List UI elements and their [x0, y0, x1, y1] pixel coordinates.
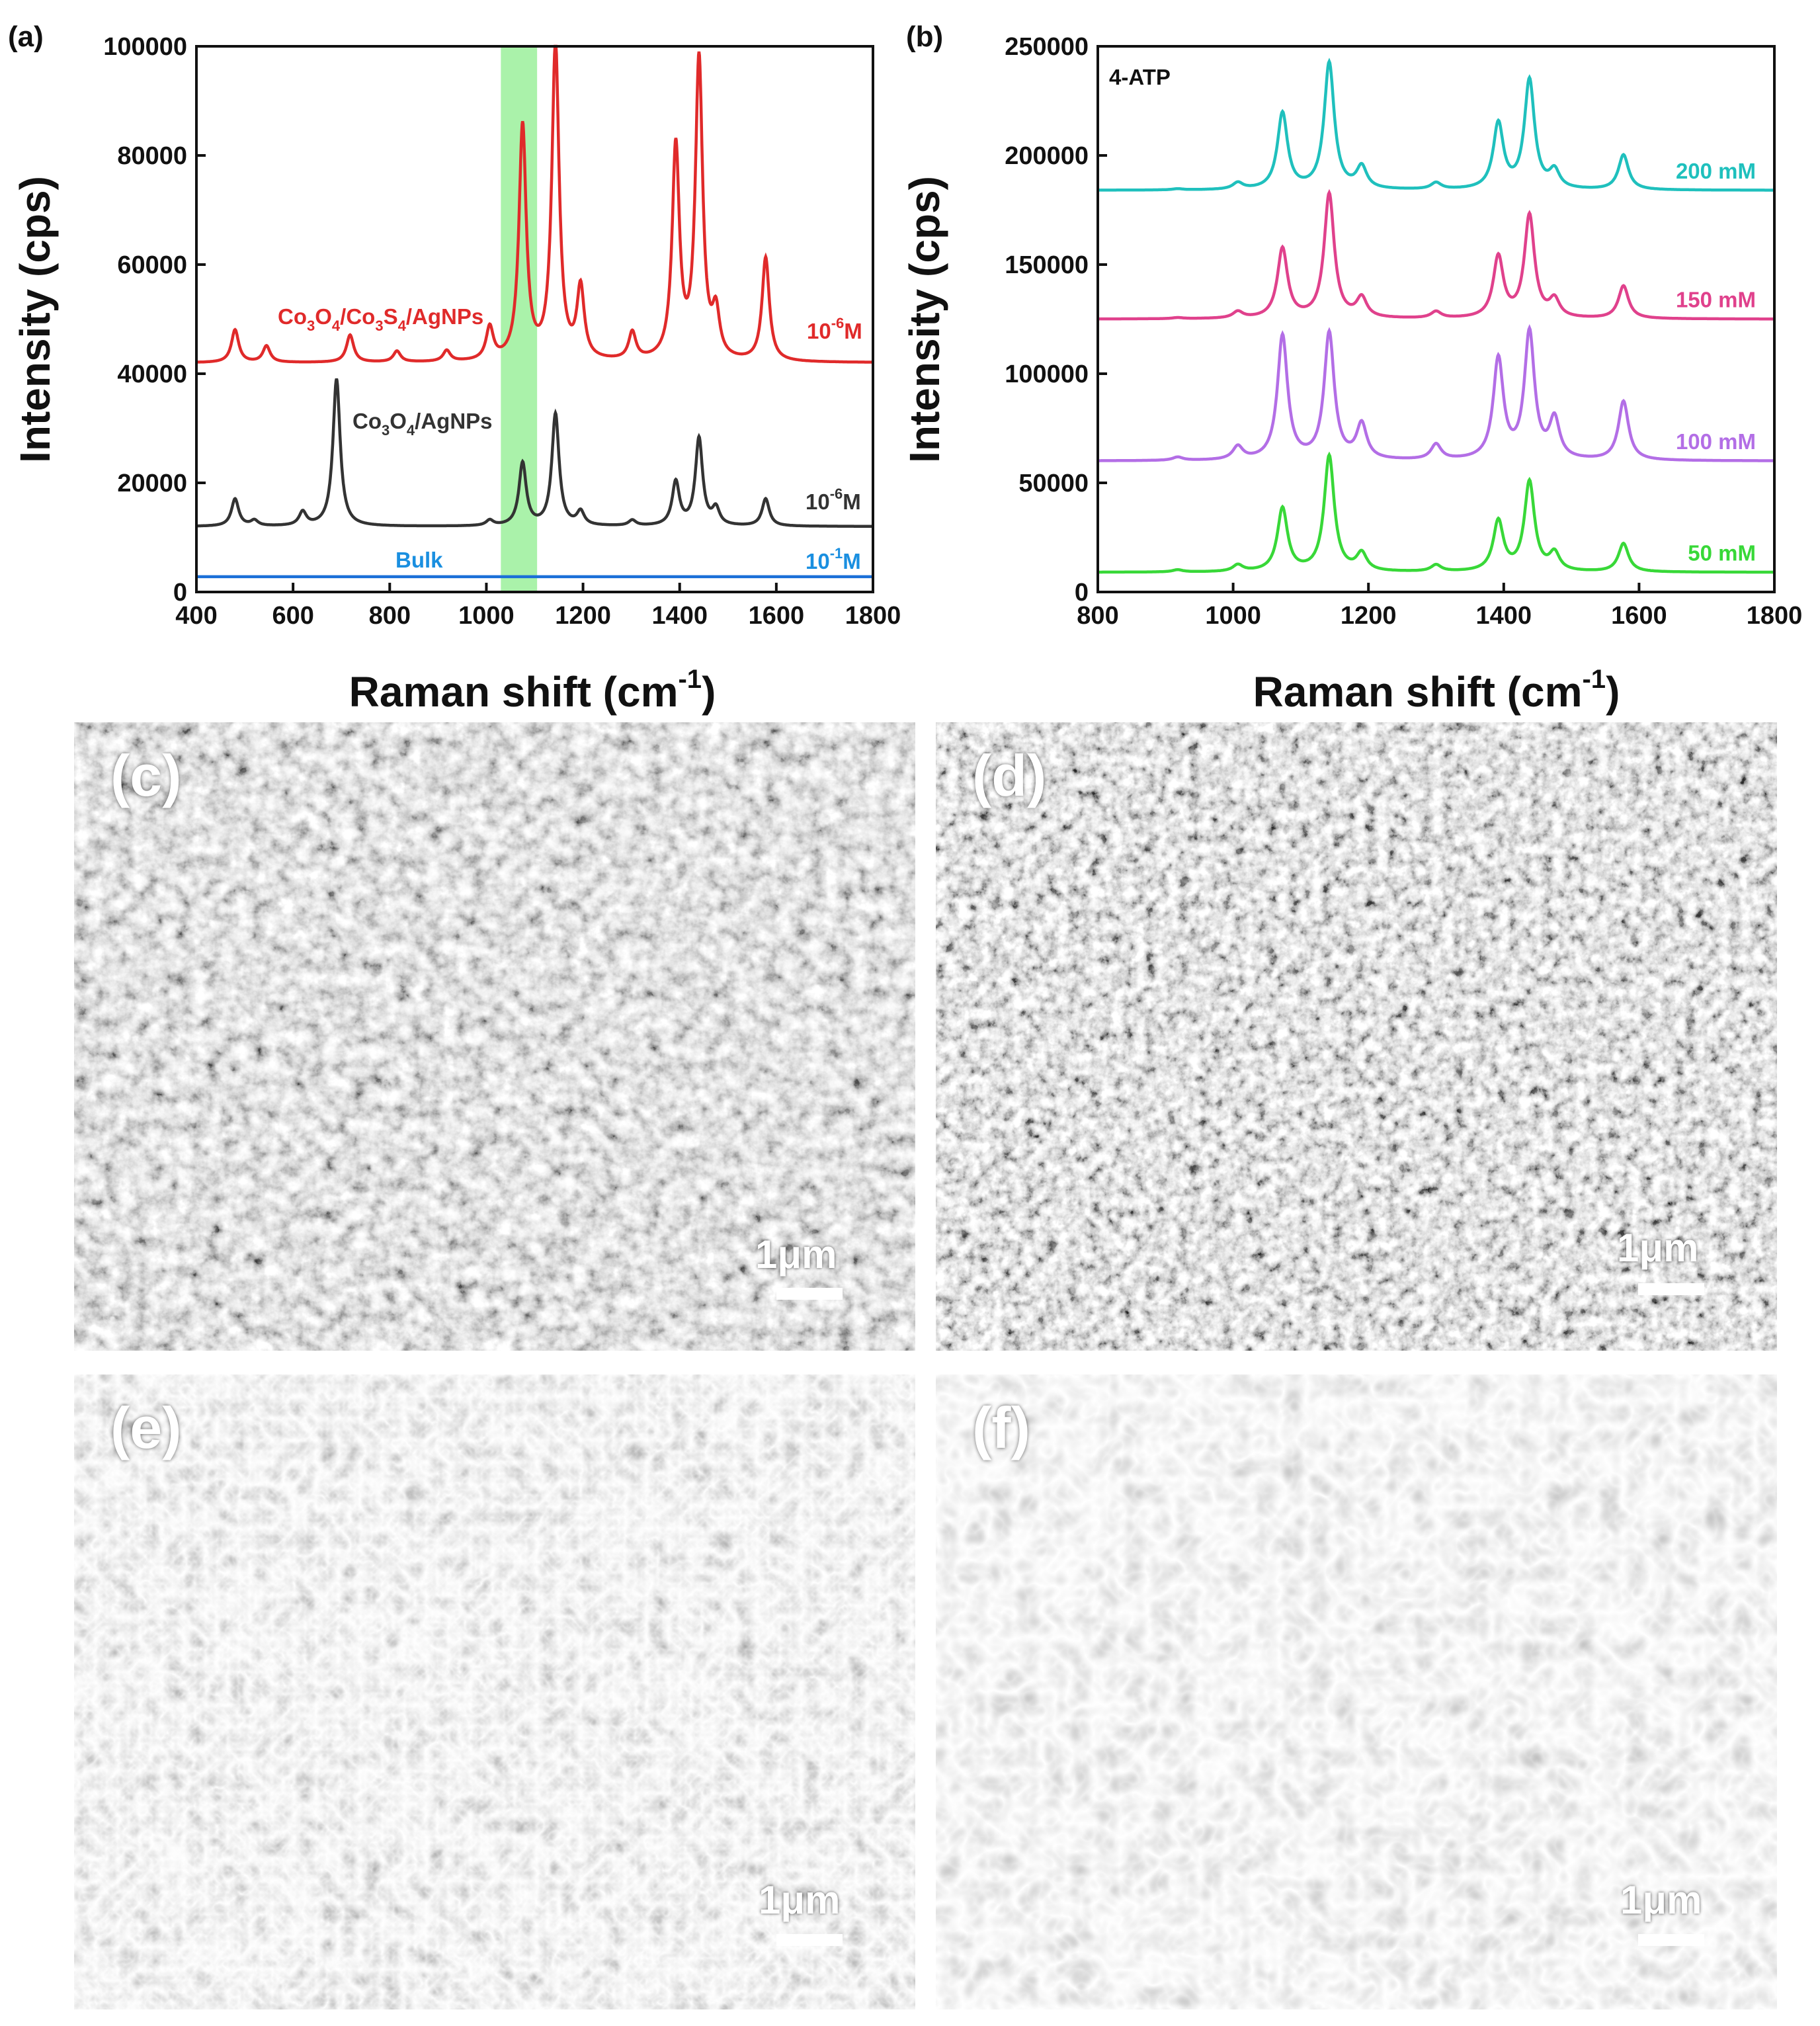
y-tick-label: 100000: [103, 33, 187, 61]
x-tick-label: 1400: [651, 602, 708, 630]
conc-label-black: 10-6M: [806, 485, 861, 514]
sem-texture-d: [936, 722, 1777, 1351]
panel-a-xticks: 400 600 800 1000 1200 1400 1600 1800: [175, 583, 901, 630]
panel-b-label: (b): [906, 21, 943, 53]
panel-a: (a) 400 600 800 1000 1200 1400 1600 1800 0 20000…: [8, 21, 901, 716]
label-bulk: Bulk: [395, 548, 443, 572]
x-tick-label: 1600: [1611, 602, 1667, 630]
y-tick-label: 150000: [1005, 251, 1089, 279]
conc-label-blue: 10-1M: [806, 545, 861, 573]
sem-texture-f: [936, 1374, 1777, 2009]
series-label-100-mm: 100 mM: [1676, 429, 1756, 454]
sem-panel-label-f: (f): [972, 1395, 1030, 1460]
sem-image-f: (f) 1μm: [936, 1374, 1777, 2009]
x-tick-label: 1200: [555, 602, 611, 630]
y-tick-label: 80000: [117, 142, 187, 170]
y-tick-label: 40000: [117, 360, 187, 388]
series-line-co3o4-co3s4-agnps: [196, 44, 874, 364]
scale-bar-c: [776, 1288, 843, 1300]
series-line-200-mm: [1098, 58, 1774, 192]
x-tick-label: 1200: [1341, 602, 1397, 630]
highlight-band: [501, 46, 538, 592]
x-tick-label: 400: [175, 602, 217, 630]
scale-bar-e: [776, 1934, 843, 1946]
sem-panel-label-e: (e): [110, 1395, 182, 1460]
scale-bar-d: [1638, 1283, 1704, 1295]
y-tick-label: 100000: [1005, 360, 1089, 388]
series-line-50-mm: [1098, 451, 1774, 574]
x-tick-label: 1600: [749, 602, 805, 630]
series-line-150-mm: [1098, 189, 1774, 321]
label-co3o4-co3s4-agnps: Co3O4/Co3S4/AgNPs: [278, 304, 483, 334]
panel-a-ylabel: Intensity (cps): [11, 176, 59, 463]
x-tick-label: 1800: [845, 602, 901, 630]
x-tick-label: 600: [272, 602, 313, 630]
y-tick-label: 20000: [117, 470, 187, 497]
conc-label-red: 10-6M: [807, 315, 862, 343]
spectra-figure: (a) 400 600 800 1000 1200 1400 1600 1800 0 20000…: [8, 21, 1802, 716]
label-co3o4-agnps: Co3O4/AgNPs: [352, 409, 493, 439]
y-tick-label: 50000: [1018, 470, 1089, 497]
x-tick-label: 1000: [458, 602, 515, 630]
scale-label-f: 1μm: [1620, 1878, 1702, 1922]
sem-image-d: (d) 1μm: [936, 722, 1777, 1351]
y-tick-label: 250000: [1005, 33, 1089, 61]
panel-b: (b) 800 1000 1200 1400 1600 1800 0 50000 100000…: [901, 21, 1802, 716]
x-tick-label: 800: [369, 602, 411, 630]
panel-b-xlabel: Raman shift (cm-1): [1253, 665, 1620, 716]
x-tick-label: 1800: [1747, 602, 1803, 630]
panel-b-series: [1098, 58, 1774, 574]
panel-a-xlabel: Raman shift (cm-1): [349, 665, 716, 716]
scale-label-d: 1μm: [1617, 1226, 1699, 1270]
series-label-150-mm: 150 mM: [1676, 288, 1756, 312]
x-tick-label: 800: [1077, 602, 1118, 630]
panel-a-label: (a): [8, 21, 44, 53]
panel-b-yticks: 0 50000 100000 150000 200000 250000: [1005, 33, 1107, 607]
panel-a-series: [196, 44, 874, 579]
sem-texture-c: [74, 722, 915, 1351]
scale-bar-f: [1638, 1934, 1704, 1946]
sem-panel-label-c: (c): [110, 743, 182, 808]
x-tick-label: 1400: [1476, 602, 1532, 630]
y-tick-label: 0: [173, 579, 187, 607]
series-line-co3o4-agnps: [196, 378, 873, 528]
panel-b-ylabel: Intensity (cps): [901, 176, 948, 463]
panel-a-yticks: 0 20000 40000 60000 80000 100000: [103, 33, 206, 607]
series-line-100-mm: [1098, 324, 1774, 462]
panel-b-xticks: 800 1000 1200 1400 1600 1800: [1077, 583, 1802, 630]
scale-label-c: 1μm: [755, 1232, 837, 1277]
sem-panel-label-d: (d): [972, 743, 1047, 808]
y-tick-label: 60000: [117, 251, 187, 279]
sem-image-e: (e) 1μm: [74, 1374, 915, 2009]
panel-b-frame: [1096, 45, 1776, 593]
sem-texture-e: [74, 1374, 915, 2009]
panel-b-title: 4-ATP: [1109, 65, 1171, 89]
series-label-50-mm: 50 mM: [1688, 540, 1756, 565]
panel-a-frame: [195, 45, 874, 593]
sem-image-c: (c) 1μm: [74, 722, 915, 1351]
y-tick-label: 200000: [1005, 142, 1089, 170]
x-tick-label: 1000: [1205, 602, 1261, 630]
panel-b-series-labels: 200 mM 150 mM 100 mM 50 mM: [1676, 159, 1756, 566]
series-label-200-mm: 200 mM: [1676, 159, 1756, 183]
y-tick-label: 0: [1075, 579, 1089, 607]
scale-label-e: 1μm: [759, 1878, 841, 1922]
